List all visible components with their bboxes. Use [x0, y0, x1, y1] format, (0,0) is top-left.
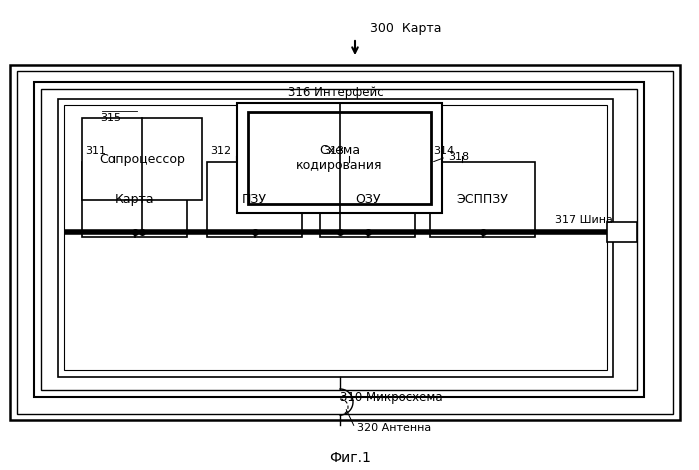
Text: 313: 313 — [323, 146, 344, 156]
Text: Фиг.1: Фиг.1 — [329, 451, 371, 465]
Text: 315: 315 — [100, 113, 121, 123]
Text: 300  Карта: 300 Карта — [370, 22, 442, 34]
Text: ОЗУ: ОЗУ — [355, 193, 380, 206]
Bar — [430, 162, 535, 237]
Text: ЭСППЗУ: ЭСППЗУ — [456, 193, 508, 206]
Bar — [64, 105, 607, 370]
Text: Сопроцессор: Сопроцессор — [99, 152, 185, 165]
Text: 320 Антенна: 320 Антенна — [357, 423, 431, 433]
Text: 318: 318 — [448, 152, 469, 162]
Bar — [58, 99, 613, 377]
Bar — [248, 112, 431, 204]
Bar — [607, 222, 637, 242]
Text: ПЗУ: ПЗУ — [242, 193, 267, 206]
Bar — [320, 162, 415, 237]
Text: 314: 314 — [433, 146, 454, 156]
Bar — [82, 118, 202, 200]
Text: Карта: Карта — [115, 193, 154, 206]
Text: Схема
кодирования: Схема кодирования — [296, 144, 383, 172]
Text: 317 Шина: 317 Шина — [555, 215, 613, 225]
Bar — [82, 162, 187, 237]
Bar — [41, 89, 637, 390]
Text: 316 Интерфейс: 316 Интерфейс — [288, 86, 384, 99]
Bar — [10, 65, 680, 420]
Bar — [207, 162, 302, 237]
Bar — [17, 71, 673, 414]
Bar — [34, 82, 644, 397]
Text: 312: 312 — [210, 146, 231, 156]
Text: 311: 311 — [85, 146, 106, 156]
Bar — [237, 103, 442, 213]
Text: 310 Микросхема: 310 Микросхема — [340, 391, 442, 404]
